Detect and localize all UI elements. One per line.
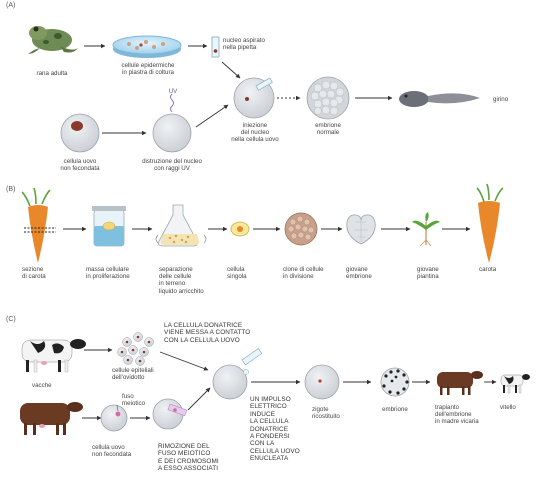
reconstructed-zygote (304, 364, 340, 400)
section-a (28, 26, 480, 153)
label-aspirated-nucleus: nucleo aspirato nella pipetta (223, 37, 265, 52)
uv-treated-cell (152, 93, 192, 153)
label-tadpole: girino (493, 96, 509, 103)
section-a-label: (A) (6, 2, 16, 9)
label-carrot-section: sezione di carota (22, 266, 46, 281)
egg-cell (60, 113, 100, 153)
label-normal-embryo: embrione normale (315, 122, 341, 137)
embryo-blastocyst (380, 367, 410, 397)
label-proliferating-mass: massa cellulare in proliferazione (86, 266, 130, 281)
cell-mass-jar-illustration (92, 206, 126, 247)
section-c (20, 332, 530, 435)
label-carrot: carota (479, 266, 497, 273)
young-embryo-illustration (346, 214, 376, 245)
frog-illustration (28, 26, 78, 54)
single-cell (230, 221, 250, 237)
section-b (21, 183, 504, 263)
spindle-removal-cell (152, 398, 188, 430)
caption-donor-contact: LA CELLULA DONATRICE VIENE MESSA A CONTAT… (164, 322, 251, 344)
holstein-cow-illustration (21, 339, 86, 373)
young-plant-illustration (412, 212, 440, 247)
label-adult-frog: rana adulta (36, 70, 68, 77)
label-young-embryo: giovane embrione (346, 266, 372, 281)
label-cell-clone: clone di cellule in divisione (283, 266, 324, 281)
surrogate-cow-illustration (437, 371, 483, 395)
label-epithelial-cells: cellule epiteliali dell'ovidotto (112, 367, 154, 382)
section-c-label: (C) (6, 316, 16, 323)
cell-clone (284, 212, 318, 246)
label-cell-separation: separazione delle cellule in terreno liquid… (159, 266, 204, 295)
pipette-illustration (211, 36, 220, 58)
label-embryo-transplant: trapianto dell'embrione in madre vicaria (435, 404, 479, 426)
label-unfertilized-egg-c: cellula uovo non fecondata (92, 444, 132, 459)
flask-illustration (155, 204, 207, 247)
label-uv-destruction: distruzione del nucleo con raggi UV (142, 158, 202, 173)
injection-cell (233, 77, 275, 119)
caption-spindle-removal: RIMOZIONE DEL FUSO MEIOTICO E DEI CROMOSOM… (158, 443, 219, 473)
carrot-illustration (476, 183, 504, 263)
petri-dish-illustration (112, 35, 182, 58)
label-single-cell: cellula singola (227, 266, 247, 281)
fusion-cell (212, 348, 263, 400)
normal-embryo (306, 76, 350, 120)
calf-illustration (500, 374, 530, 394)
label-reconstructed-zygote: zigote ricostituito (312, 406, 340, 421)
label-nucleus-injection: iniezione del nucleo nella cellula uovo (231, 122, 279, 144)
section-b-label: (B) (6, 186, 16, 193)
tadpole-illustration (399, 91, 480, 107)
label-unfertilized-egg-a: cellula uovo non fecondata (60, 158, 100, 173)
label-embryo-c: embrione (382, 406, 408, 413)
egg-cell-with-spindle (100, 404, 128, 432)
label-epidermal-cells: cellule epidermiche in piastra di coltura (121, 62, 175, 77)
caption-electric-impulse: UN IMPULSO ELETTRICO INDUCE LA CELLULA DONAT… (250, 396, 300, 463)
label-cows: vacche (32, 382, 52, 389)
brown-cow-illustration (20, 402, 83, 435)
carrot-section-illustration (21, 187, 56, 263)
label-young-plant: giovane piantina (417, 266, 439, 281)
label-calf: vitello (500, 404, 516, 411)
label-uv-tag: UV (168, 88, 178, 95)
label-meiotic-spindle: fuso meiotico (122, 393, 146, 408)
epithelial-cells (117, 332, 154, 366)
